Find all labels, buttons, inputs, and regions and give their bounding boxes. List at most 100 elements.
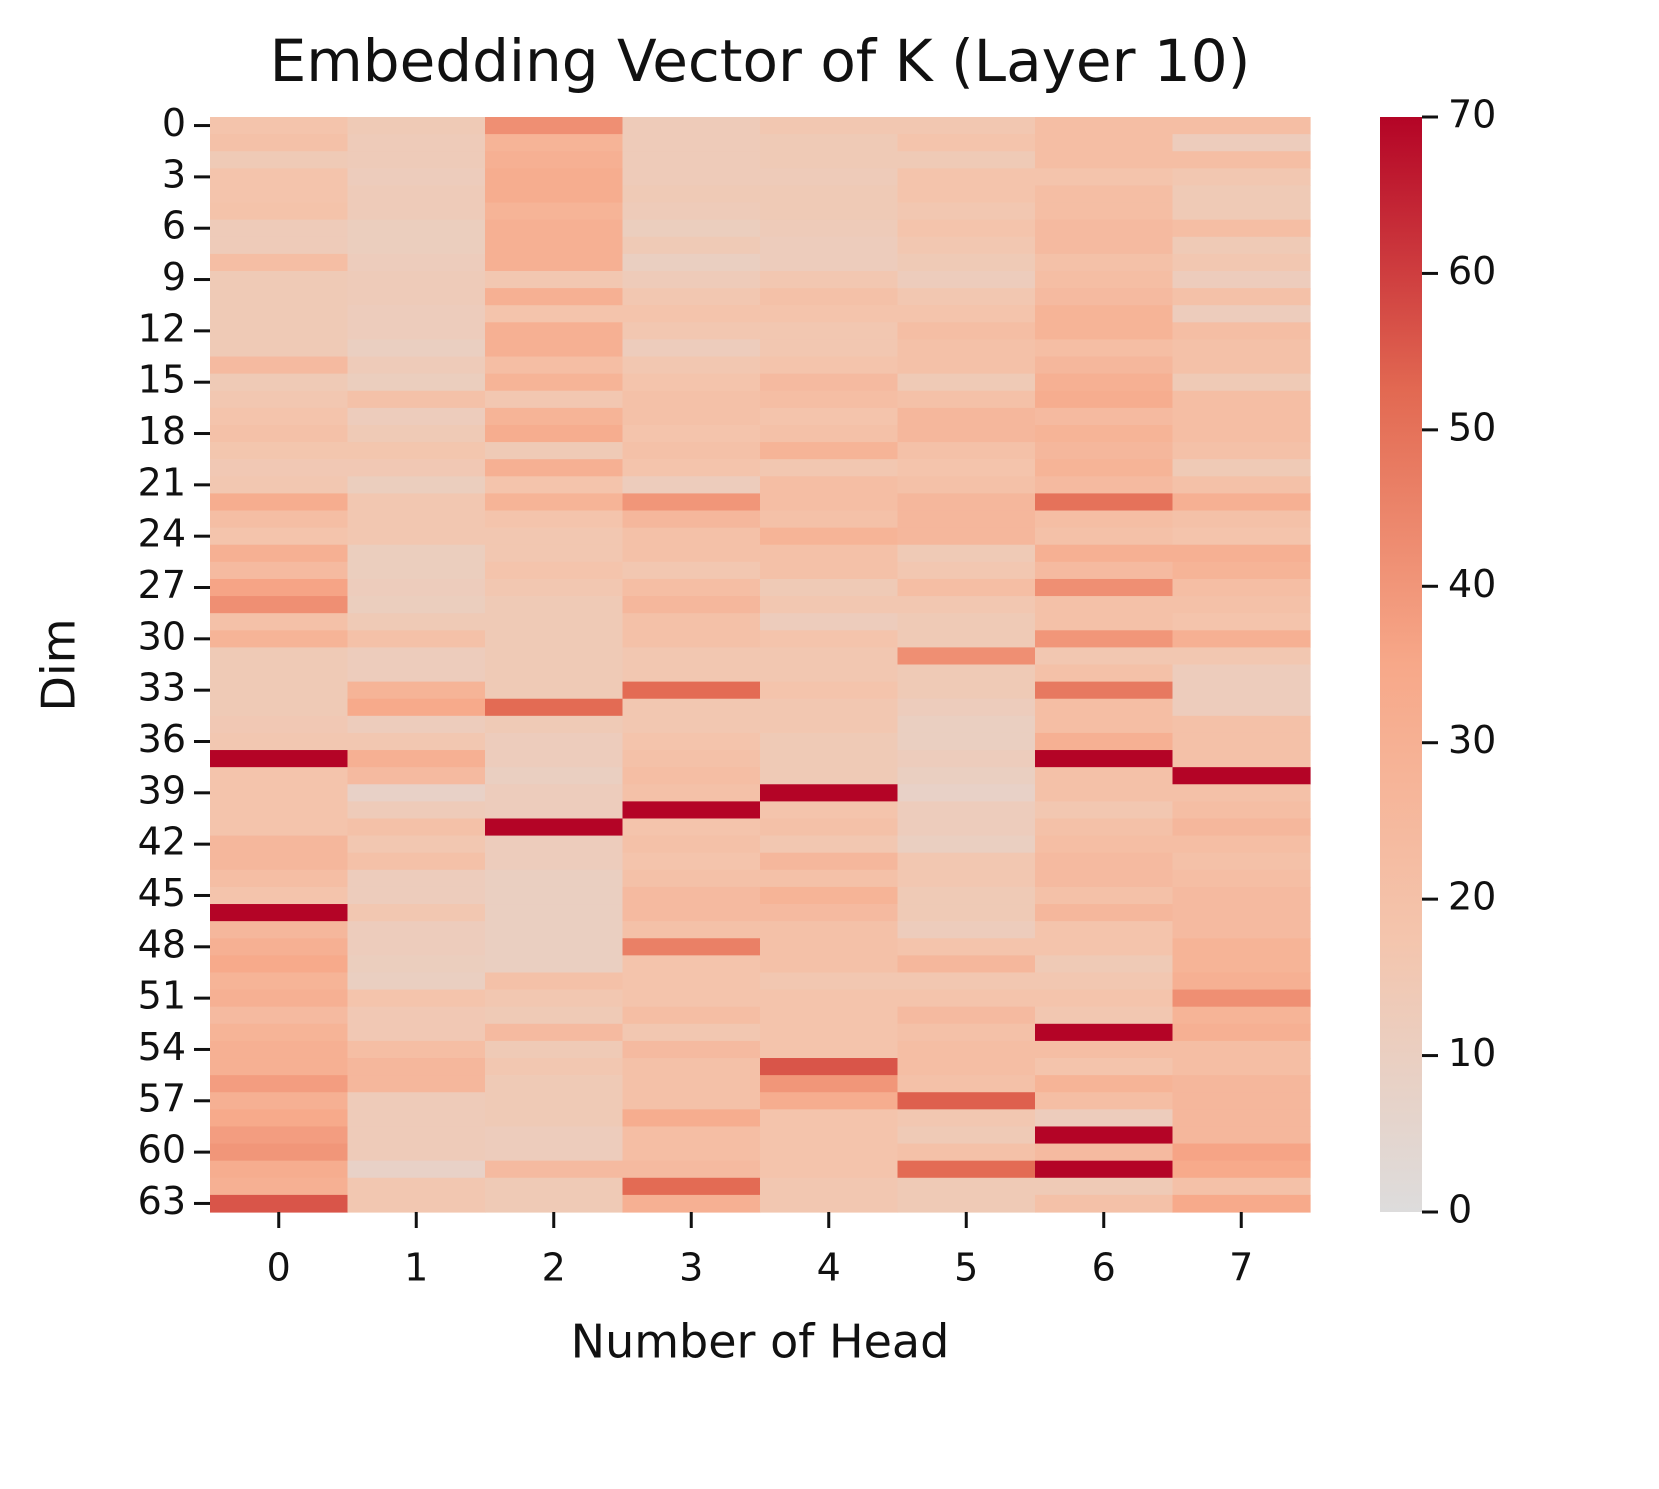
heatmap-cell	[347, 1040, 486, 1059]
y-tick-label: 42	[138, 820, 186, 864]
heatmap-cell	[485, 322, 624, 341]
heatmap-cell	[485, 921, 624, 939]
heatmap-cell	[622, 510, 761, 529]
heatmap-cell	[347, 904, 486, 922]
heatmap-cell	[897, 835, 1036, 854]
heatmap-cell	[347, 459, 486, 477]
heatmap-cell	[485, 1040, 624, 1059]
heatmap-cell	[1035, 373, 1174, 392]
heatmap-cell	[622, 1006, 761, 1025]
heatmap-cell	[622, 698, 761, 717]
heatmap-cell	[485, 972, 624, 991]
heatmap-cell	[485, 784, 624, 802]
heatmap-cell	[485, 151, 624, 169]
heatmap-cell	[347, 835, 486, 854]
heatmap-cell	[1172, 664, 1311, 683]
heatmap-cell	[897, 1092, 1036, 1110]
heatmap-cell	[760, 1058, 899, 1076]
heatmap-cell	[897, 134, 1036, 152]
heatmap-cell	[1172, 784, 1311, 802]
colorbar-tick-label: 20	[1448, 875, 1496, 919]
heatmap-cell	[897, 168, 1036, 187]
heatmap-cell	[210, 202, 349, 221]
heatmap-cell	[622, 151, 761, 169]
heatmap-cell	[897, 750, 1036, 768]
heatmap-cell	[1035, 972, 1174, 991]
heatmap-cell	[210, 510, 349, 529]
heatmap-cell	[347, 1194, 486, 1213]
heatmap-cell	[622, 869, 761, 888]
heatmap-cell	[760, 835, 899, 854]
heatmap-cell	[210, 1160, 349, 1179]
heatmap-cell	[210, 356, 349, 375]
y-tick-label: 63	[138, 1179, 186, 1223]
heatmap-cell	[1035, 510, 1174, 529]
heatmap-cell	[210, 613, 349, 631]
y-tick-label: 33	[138, 666, 186, 710]
heatmap-cell	[622, 168, 761, 187]
heatmap-cell	[897, 578, 1036, 597]
heatmap-cell	[897, 424, 1036, 443]
heatmap-cell	[897, 476, 1036, 495]
heatmap-cell	[622, 459, 761, 477]
heatmap-cell	[485, 613, 624, 631]
colorbar	[1380, 117, 1422, 1212]
heatmap-cell	[210, 647, 349, 666]
heatmap-cell	[1035, 442, 1174, 460]
heatmap-cell	[1035, 1075, 1174, 1093]
heatmap-cell	[760, 989, 899, 1008]
heatmap-cell	[897, 596, 1036, 614]
heatmap-cell	[760, 527, 899, 546]
heatmap-cell	[210, 185, 349, 204]
heatmap-cell	[210, 750, 349, 768]
heatmap-cell	[210, 681, 349, 700]
heatmap-cell	[622, 1058, 761, 1076]
heatmap-cell	[210, 373, 349, 392]
heatmap-cell	[1035, 681, 1174, 700]
y-tick-label: 9	[162, 255, 186, 299]
heatmap-cell	[485, 1006, 624, 1025]
heatmap-cell	[1035, 476, 1174, 495]
heatmap-cell	[1035, 1040, 1174, 1059]
heatmap-cell	[1035, 955, 1174, 974]
heatmap-cell	[897, 1194, 1036, 1213]
heatmap-cell	[622, 921, 761, 939]
heatmap-cell	[622, 767, 761, 785]
heatmap-cell	[760, 202, 899, 221]
heatmap-cell	[897, 185, 1036, 204]
heatmap-cell	[760, 288, 899, 306]
heatmap-cell	[622, 270, 761, 289]
heatmap-cell	[897, 1058, 1036, 1076]
heatmap-cell	[1035, 818, 1174, 837]
heatmap-cell	[347, 476, 486, 495]
heatmap-cell	[1035, 938, 1174, 956]
heatmap-cell	[1172, 801, 1311, 820]
heatmap-cell	[897, 1006, 1036, 1025]
heatmap-cell	[210, 630, 349, 648]
heatmap-cell	[1172, 596, 1311, 614]
heatmap-cell	[760, 424, 899, 443]
heatmap-cell	[210, 407, 349, 426]
heatmap-cell	[622, 236, 761, 255]
heatmap-cell	[347, 818, 486, 837]
heatmap-cell	[347, 561, 486, 580]
heatmap-cell	[897, 1143, 1036, 1162]
heatmap-cell	[1035, 253, 1174, 272]
heatmap-cell	[622, 476, 761, 495]
heatmap-cell	[210, 869, 349, 888]
heatmap-cell	[347, 869, 486, 888]
heatmap-cell	[1035, 561, 1174, 580]
y-tick-label: 48	[138, 922, 186, 966]
heatmap-cell	[485, 715, 624, 734]
heatmap-cell	[485, 305, 624, 323]
heatmap-cell	[760, 1092, 899, 1110]
heatmap-cell	[760, 1126, 899, 1145]
heatmap-cell	[1172, 493, 1311, 512]
heatmap-cell	[622, 407, 761, 426]
heatmap-cell	[210, 1040, 349, 1059]
heatmap-cell	[1172, 270, 1311, 289]
heatmap-cell	[1035, 527, 1174, 546]
heatmap-cell	[210, 938, 349, 956]
heatmap-cell	[1172, 236, 1311, 255]
heatmap-cell	[1035, 852, 1174, 871]
